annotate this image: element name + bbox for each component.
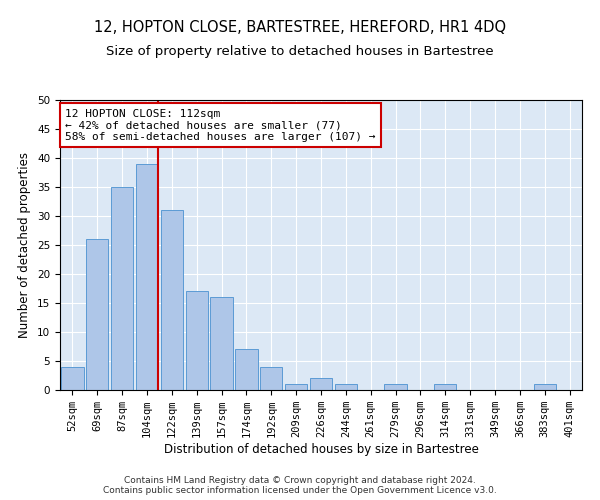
Bar: [61, 367, 83, 390]
Y-axis label: Number of detached properties: Number of detached properties: [19, 152, 31, 338]
Bar: [335, 384, 357, 390]
Bar: [310, 378, 332, 390]
Bar: [260, 367, 283, 390]
Text: 12 HOPTON CLOSE: 112sqm
← 42% of detached houses are smaller (77)
58% of semi-de: 12 HOPTON CLOSE: 112sqm ← 42% of detache…: [65, 108, 376, 142]
Bar: [161, 210, 183, 390]
Text: Distribution of detached houses by size in Bartestree: Distribution of detached houses by size …: [164, 442, 478, 456]
Bar: [533, 384, 556, 390]
Bar: [211, 297, 233, 390]
Text: Size of property relative to detached houses in Bartestree: Size of property relative to detached ho…: [106, 45, 494, 58]
Text: Contains HM Land Registry data © Crown copyright and database right 2024.
Contai: Contains HM Land Registry data © Crown c…: [103, 476, 497, 495]
Bar: [185, 292, 208, 390]
Bar: [285, 384, 307, 390]
Bar: [86, 239, 109, 390]
Bar: [385, 384, 407, 390]
Bar: [235, 350, 257, 390]
Text: 12, HOPTON CLOSE, BARTESTREE, HEREFORD, HR1 4DQ: 12, HOPTON CLOSE, BARTESTREE, HEREFORD, …: [94, 20, 506, 35]
Bar: [136, 164, 158, 390]
Bar: [111, 187, 133, 390]
Bar: [434, 384, 457, 390]
